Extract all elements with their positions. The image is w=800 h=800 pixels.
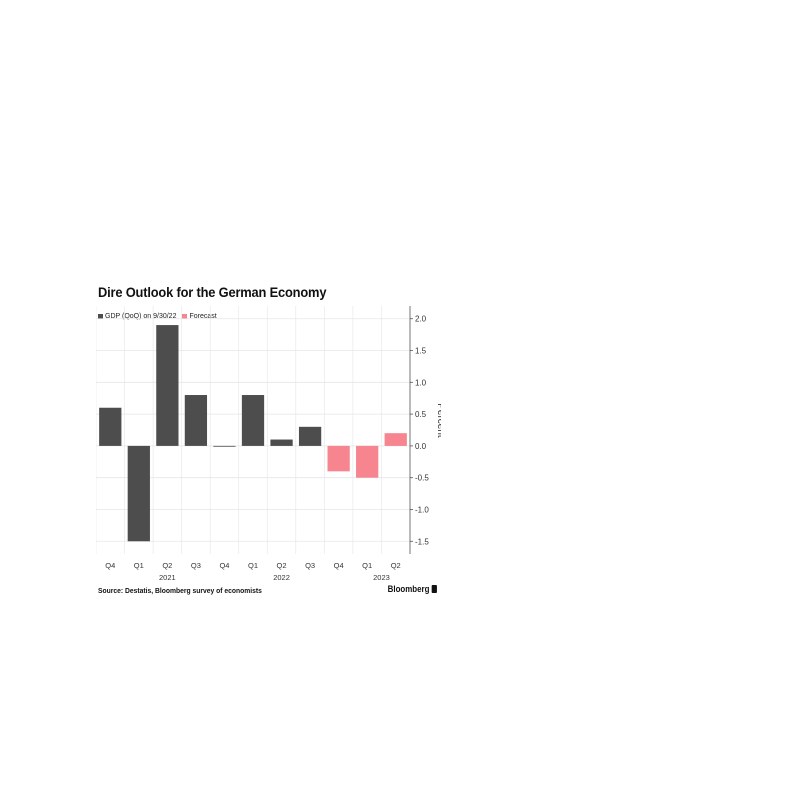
x-tick-label-6: Q2 bbox=[277, 561, 287, 570]
y-tick-label-0: 2.0 bbox=[415, 315, 427, 324]
bar-9 bbox=[356, 445, 379, 478]
legend: GDP (QoQ) on 9/30/22 Forecast bbox=[98, 311, 223, 322]
y-tick-label-4: 0.0 bbox=[415, 442, 427, 451]
y-tick-label-1: 1.5 bbox=[415, 347, 427, 356]
bar-3 bbox=[184, 395, 208, 446]
bar-10 bbox=[384, 433, 407, 446]
x-tick-label-0: Q4 bbox=[105, 561, 115, 570]
legend-item-gdp: GDP (QoQ) on 9/30/22 bbox=[98, 313, 176, 320]
plot-area: 2.0 1.5 1.0 0.5 0.0 -0.5 -1.0 -1.5 Percent Q4 Q1 Q2… bbox=[96, 306, 441, 582]
legend-item-forecast: Forecast bbox=[182, 313, 217, 320]
y-tick-label-7: -1.5 bbox=[415, 537, 429, 546]
bar-2 bbox=[156, 325, 179, 446]
legend-label-gdp: GDP (QoQ) on 9/30/22 bbox=[105, 313, 177, 320]
bar-7 bbox=[298, 426, 322, 446]
chart-title: Dire Outlook for the German Economy bbox=[98, 284, 327, 300]
x-tick-label-8: Q4 bbox=[334, 561, 344, 570]
bar-4 bbox=[213, 445, 236, 447]
x-year-label-1: 2022 bbox=[273, 573, 290, 582]
x-tick-label-5: Q1 bbox=[248, 561, 258, 570]
y-tick-label-5: -0.5 bbox=[415, 474, 429, 483]
brand-logo: Bloomberg bbox=[388, 584, 437, 594]
x-tick-label-1: Q1 bbox=[134, 561, 144, 570]
legend-label-forecast: Forecast bbox=[189, 313, 217, 320]
x-tick-label-10: Q2 bbox=[391, 561, 401, 570]
bar-6 bbox=[270, 439, 293, 446]
y-tick-label-6: -1.0 bbox=[415, 505, 429, 514]
chart: Dire Outlook for the German Economy GDP … bbox=[96, 284, 441, 599]
bar-8 bbox=[327, 445, 350, 472]
bloomberg-icon bbox=[431, 585, 437, 593]
x-tick-label-2: Q2 bbox=[162, 561, 172, 570]
y-axis-label: Percent bbox=[435, 403, 441, 438]
bar-0 bbox=[99, 407, 122, 446]
brand-text: Bloomberg bbox=[388, 584, 430, 594]
legend-swatch-forecast bbox=[182, 314, 188, 319]
x-year-label-0: 2021 bbox=[159, 573, 176, 582]
legend-swatch-gdp bbox=[98, 314, 103, 319]
bar-5 bbox=[241, 395, 265, 446]
x-tick-label-4: Q4 bbox=[219, 561, 229, 570]
y-tick-label-2: 1.0 bbox=[415, 378, 427, 387]
bar-1 bbox=[127, 445, 150, 542]
y-tick-label-3: 0.5 bbox=[415, 410, 427, 419]
x-tick-label-7: Q3 bbox=[305, 561, 315, 570]
x-tick-label-3: Q3 bbox=[191, 561, 201, 570]
x-tick-label-9: Q1 bbox=[362, 561, 372, 570]
x-year-label-2: 2023 bbox=[373, 573, 390, 582]
source-note: Source: Destatis, Bloomberg survey of ec… bbox=[98, 586, 262, 595]
